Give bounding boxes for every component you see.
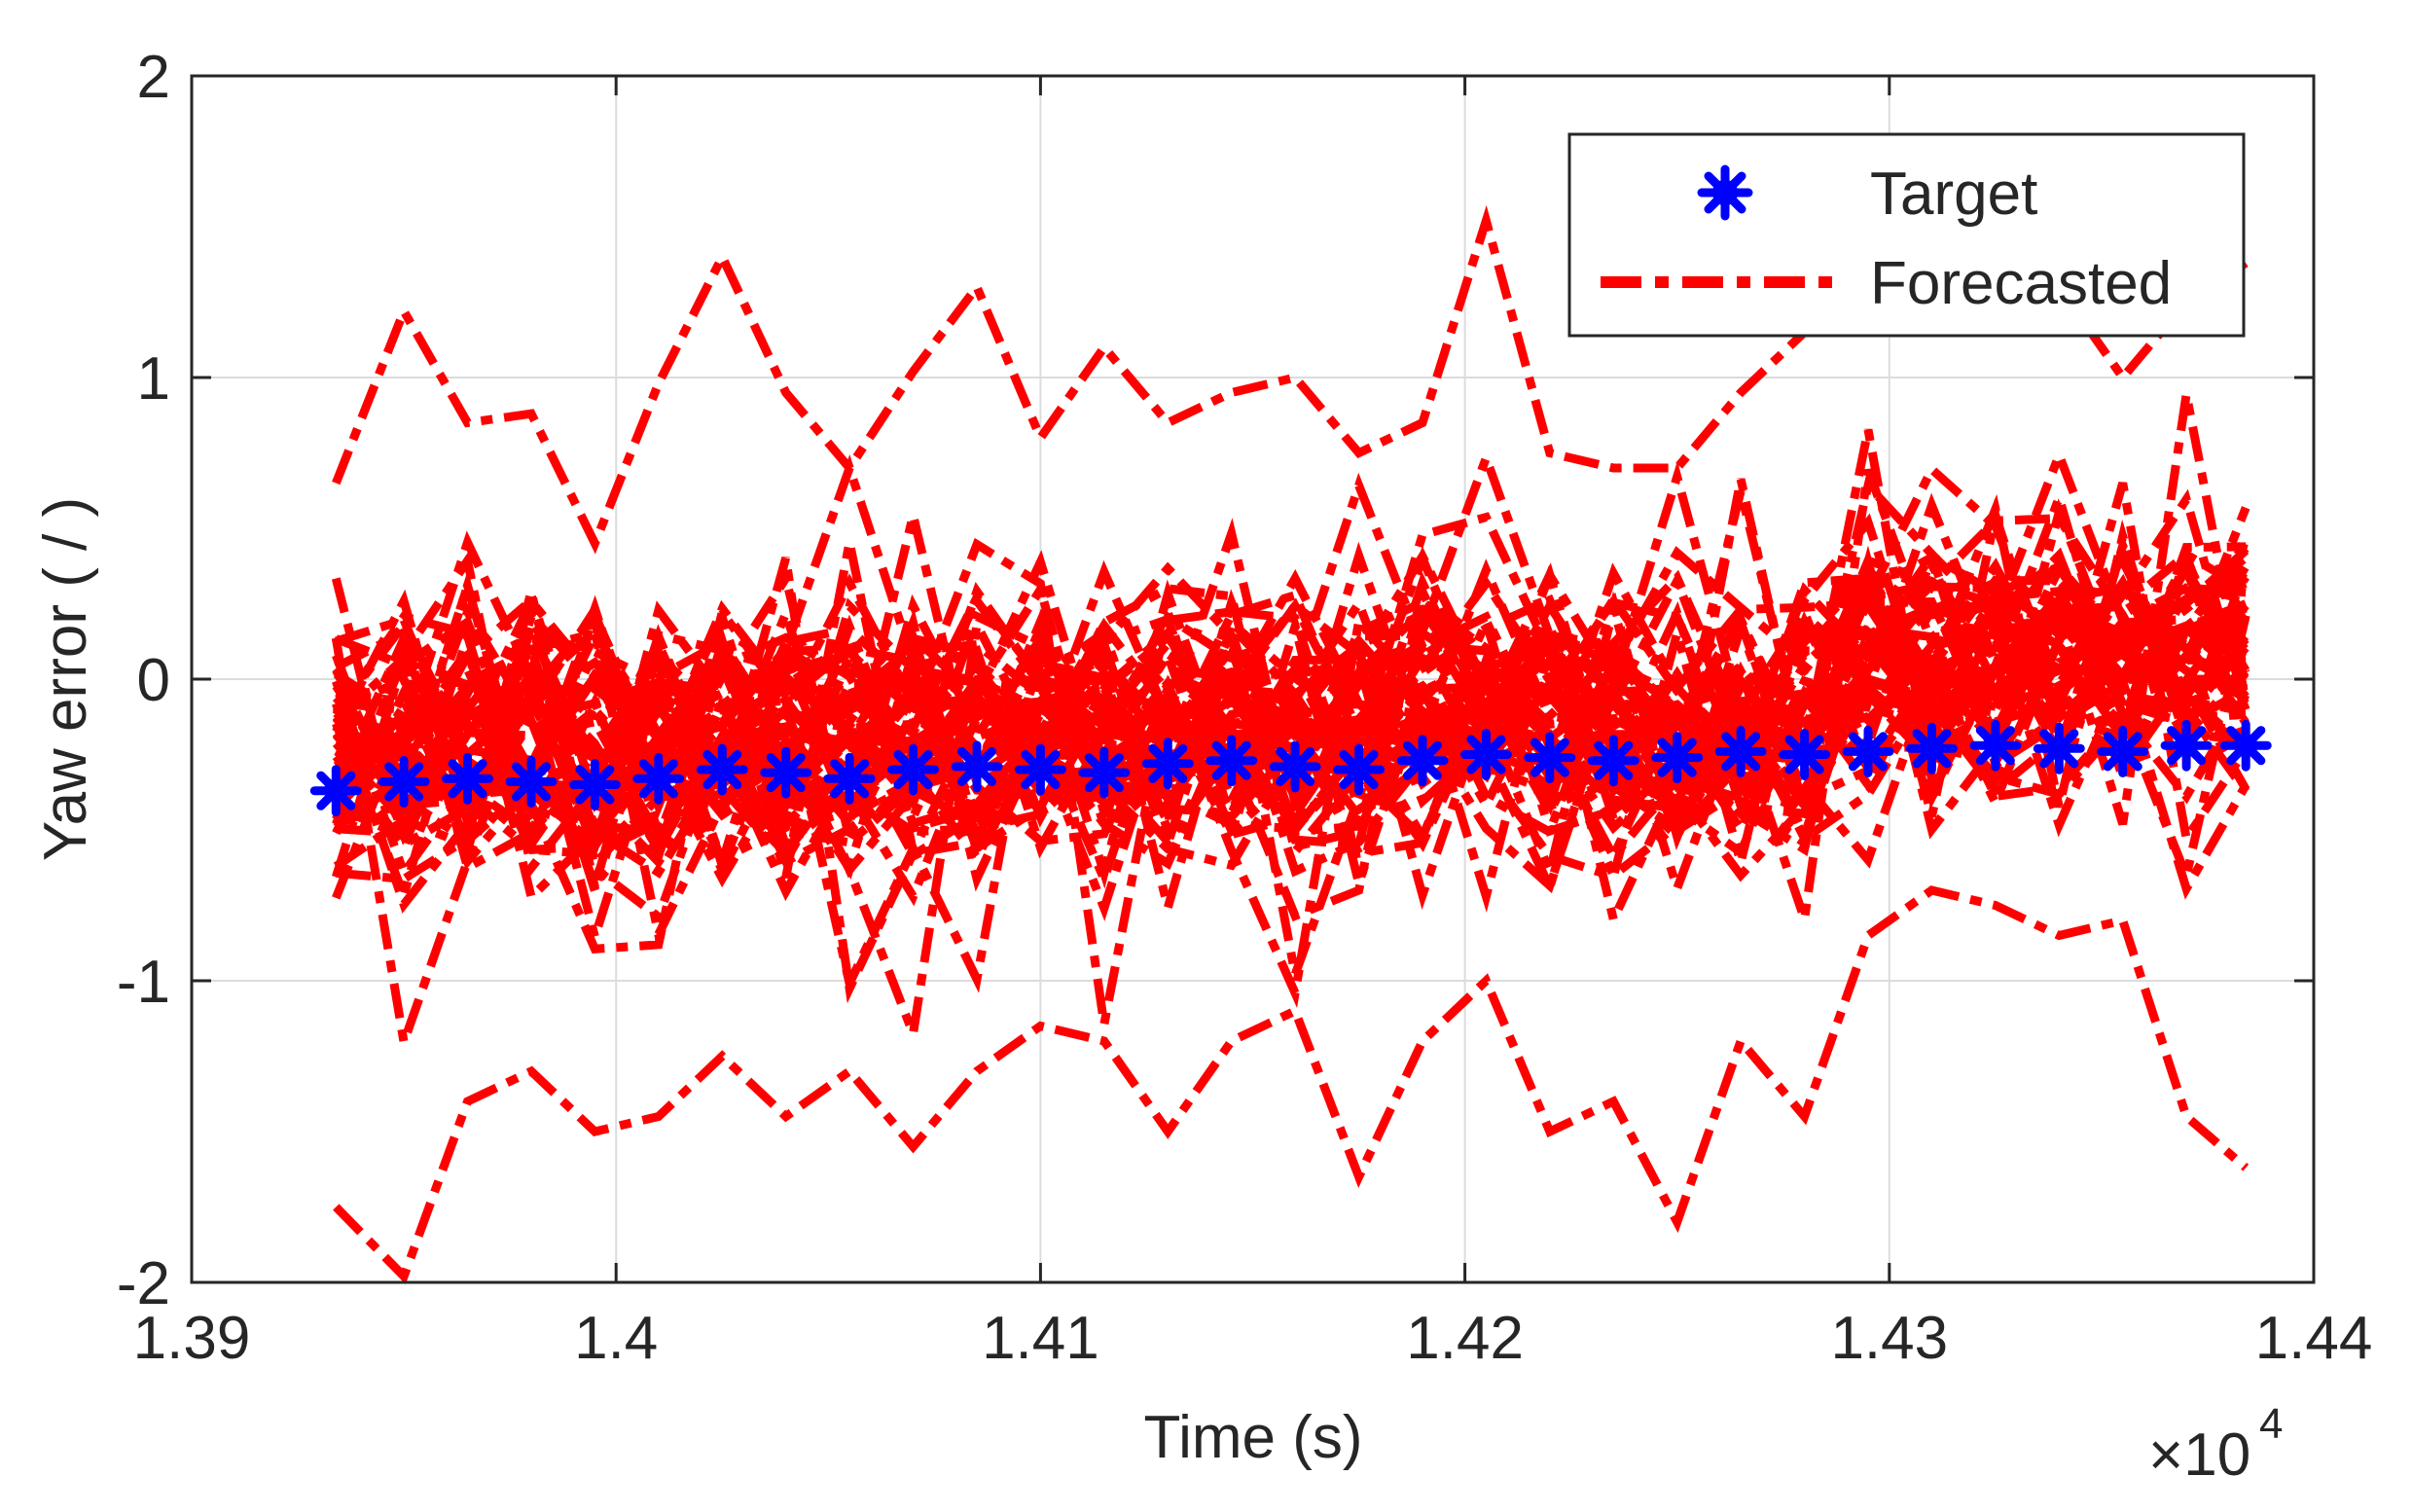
target-point <box>1969 719 2022 772</box>
forecast-line <box>332 535 2250 849</box>
target-point <box>760 746 812 799</box>
target-point <box>1842 725 1894 777</box>
y-axis-label: Yaw error ( / ) <box>32 497 99 861</box>
y-tick-label: 2 <box>137 44 170 111</box>
y-tick-label: -1 <box>117 949 170 1016</box>
x-tick-label: 1.41 <box>982 1305 1099 1372</box>
target-point <box>1524 732 1576 784</box>
y-tick-label: 1 <box>137 345 170 413</box>
target-point <box>1078 746 1131 799</box>
x-tick-label: 1.42 <box>1406 1305 1524 1372</box>
target-point <box>2033 722 2085 774</box>
target-point <box>568 759 621 810</box>
forecast-line <box>336 600 2250 899</box>
x-axis-exponent: ×10 4 <box>2148 1400 2283 1489</box>
forecast-line <box>333 595 2248 925</box>
target-point <box>1905 722 1958 774</box>
forecast-line <box>335 561 2250 859</box>
forecast-line <box>333 555 2249 818</box>
target-point <box>442 752 493 805</box>
legend-forecast-label: Forecasted <box>1870 250 2172 317</box>
x-exponent-base: ×10 <box>2148 1422 2250 1489</box>
target-point <box>378 755 430 808</box>
target-point <box>823 752 876 805</box>
target-point <box>1651 732 1704 784</box>
axis-ticks: 1.39 1.4 1.41 1.42 1.43 1.44 -2 -1 0 1 2 <box>117 44 2372 1372</box>
target-point <box>1269 740 1321 793</box>
target-point <box>1014 743 1066 796</box>
target-point <box>1206 735 1258 787</box>
target-point <box>309 765 362 817</box>
legend-target-asterisk <box>1697 164 1753 221</box>
x-exponent-power: 4 <box>2259 1400 2283 1448</box>
x-tick-label: 1.39 <box>133 1305 251 1372</box>
forecast-line <box>334 608 2250 892</box>
target-point <box>2219 719 2272 772</box>
target-point <box>1779 729 1831 780</box>
legend-target-marker <box>1697 164 1753 221</box>
y-tick-label: 0 <box>137 647 170 714</box>
forecast-line <box>333 530 2250 857</box>
y-tick-label: -2 <box>117 1250 170 1317</box>
forecast-line <box>332 547 2247 879</box>
legend-target-label: Target <box>1870 161 2037 228</box>
x-tick-label: 1.43 <box>1830 1305 1948 1372</box>
forecast-line <box>335 492 2250 879</box>
target-point <box>1714 725 1767 777</box>
forecast-line <box>333 885 2250 1285</box>
target-point <box>1459 729 1512 780</box>
target-point <box>696 743 748 796</box>
target-point <box>1141 738 1194 790</box>
x-axis-label: Time (s) <box>1144 1404 1363 1471</box>
forecast-line <box>332 570 2248 834</box>
target-point <box>2097 725 2149 777</box>
target-point <box>1396 735 1449 787</box>
forecast-line <box>334 393 2250 922</box>
target-point <box>951 740 1003 793</box>
target-point <box>632 752 685 805</box>
target-point <box>505 755 558 808</box>
forecast-line <box>334 570 2249 894</box>
legend-box <box>1567 132 2246 338</box>
target-point <box>2160 719 2213 772</box>
legend: Target Forecasted <box>1567 132 2246 338</box>
target-point <box>1587 735 1639 787</box>
target-series-group <box>309 719 2272 817</box>
target-point <box>887 743 939 796</box>
x-tick-label: 1.44 <box>2255 1305 2373 1372</box>
target-point <box>1333 743 1386 796</box>
x-tick-label: 1.4 <box>574 1305 658 1372</box>
